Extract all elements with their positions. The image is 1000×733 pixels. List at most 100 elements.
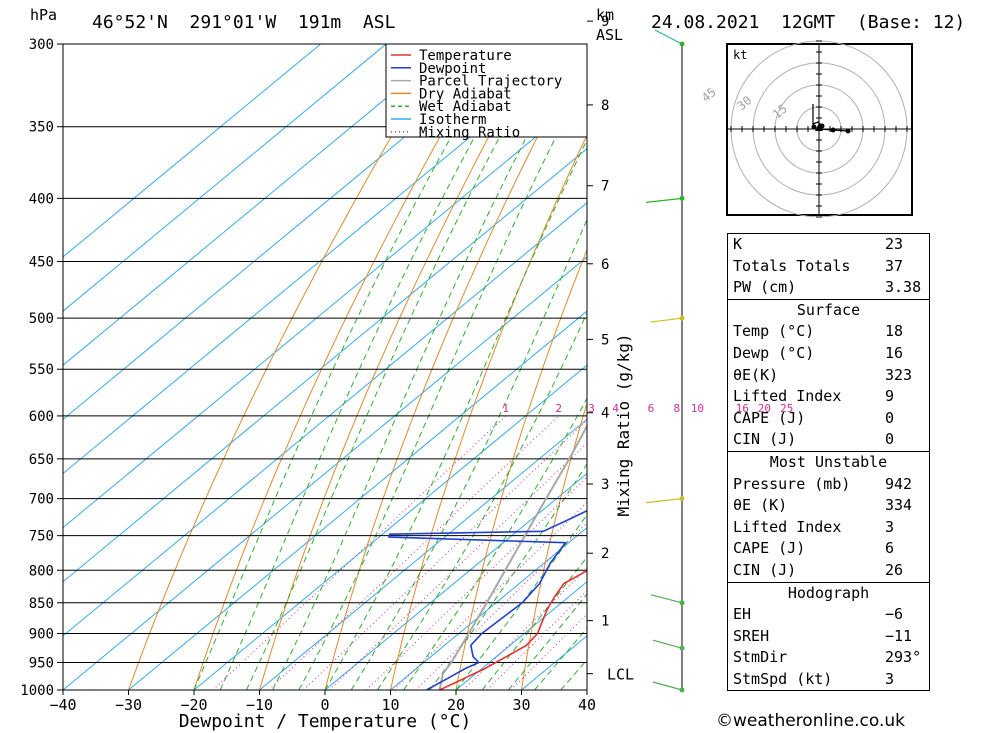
index-value: 16 — [885, 343, 904, 362]
index-value: 26 — [885, 560, 904, 579]
height-tick-label: 9 — [601, 14, 609, 30]
height-tick-label: 8 — [601, 98, 609, 114]
mixing-ratio-line — [212, 415, 506, 690]
general-indices: K 23 Totals Totals 37 PW (cm) 3.38 — [728, 234, 929, 299]
height-tick-label: 7 — [601, 179, 609, 195]
mixing-ratio-line — [486, 590, 587, 690]
legend-box — [385, 43, 588, 138]
legend-label: Wet Adiabat — [419, 99, 512, 115]
index-row: K 23 — [728, 234, 929, 256]
pressure-tick-label: 800 — [29, 563, 54, 579]
mixing-ratio-line — [415, 522, 587, 690]
index-label: CAPE (J) — [733, 408, 806, 427]
surface-title: Surface — [796, 300, 861, 319]
mixing-ratio-axis-title: Mixing Ratio (g/kg) — [614, 333, 633, 516]
index-value: −6 — [885, 605, 904, 624]
isotherm-line — [63, 44, 518, 420]
lcl-label: LCL — [607, 666, 634, 684]
isotherm-line — [63, 44, 321, 258]
isotherm-line — [259, 418, 587, 690]
index-row: CIN (J) 0 — [728, 429, 929, 451]
temperature-tick-label: 20 — [447, 696, 465, 714]
temperature-tick-label: 30 — [512, 696, 530, 714]
isotherm-line — [390, 526, 587, 690]
temperature-tick-label: −30 — [115, 696, 142, 714]
index-label: Lifted Index — [733, 517, 842, 536]
legend-label: Parcel Trajectory — [419, 74, 562, 90]
temperature-line — [439, 569, 587, 690]
index-value: 3 — [885, 517, 895, 536]
wet-adiabat-line — [245, 44, 551, 690]
pressure-tick-label: 600 — [29, 409, 54, 425]
index-label: Lifted Index — [733, 387, 842, 406]
isotherm-line — [63, 44, 583, 475]
index-label: StmSpd (kt) — [733, 669, 833, 688]
wind-barb — [652, 639, 683, 649]
index-row: PW (cm) 3.38 — [728, 277, 929, 299]
index-value: 334 — [885, 496, 913, 515]
index-value: 3 — [885, 669, 895, 688]
index-row: Temp (°C) 18 — [728, 321, 929, 343]
parcel-trajectory-line — [438, 423, 587, 690]
mixing-ratio-label: 16 — [736, 402, 749, 415]
pressure-tick-label: 350 — [29, 120, 54, 136]
copyright-footer[interactable]: ©weatheronline.co.uk — [716, 711, 906, 731]
height-tick-label: 4 — [601, 406, 609, 422]
index-label: CAPE (J) — [733, 539, 806, 558]
index-row: θE (K) 334 — [728, 495, 929, 517]
legend-label: Mixing Ratio — [419, 125, 520, 141]
index-value: 323 — [885, 365, 913, 384]
temperature-tick-label: −40 — [49, 696, 76, 714]
legend-label: Temperature — [419, 48, 512, 64]
isotherm-line — [63, 44, 387, 312]
index-row: Totals Totals 37 — [728, 256, 929, 278]
index-label: Temp (°C) — [733, 322, 815, 341]
mixing-ratio-line — [268, 415, 560, 690]
legend-label: Dewpoint — [419, 61, 486, 77]
index-label: Totals Totals — [733, 256, 851, 275]
dry-adiabat-line — [324, 44, 586, 690]
mixing-ratio-line — [463, 567, 587, 690]
axes: 1 2 3 4 6 8 10 16 20 2530035040045050055060065070… — [20, 14, 793, 714]
surface-section: Surface Temp (°C) 18 Dewp (°C) 16 θE(K) 323 Li… — [728, 298, 929, 451]
x-axis-title: Dewpoint / Temperature (°C) — [179, 711, 472, 732]
height-tick-label: 1 — [601, 614, 609, 630]
wind-barb — [645, 197, 683, 203]
wind-barb — [654, 29, 683, 45]
pressure-tick-label: 1000 — [20, 683, 54, 699]
temperature-tick-label: −20 — [180, 696, 207, 714]
pressure-tick-label: 900 — [29, 626, 54, 642]
pressure-tick-label: 850 — [29, 596, 54, 612]
index-label: CIN (J) — [733, 430, 797, 449]
pressure-unit-label: hPa — [30, 6, 57, 24]
height-tick-label: 3 — [601, 477, 609, 493]
most-unstable-title: Most Unstable — [769, 452, 888, 471]
wind-barb — [652, 681, 683, 691]
index-value: 0 — [885, 408, 895, 427]
index-value: 6 — [885, 539, 895, 558]
legend-label: Dry Adiabat — [419, 86, 512, 102]
index-label: Pressure (mb) — [733, 474, 851, 493]
wet-adiabat-line — [193, 44, 505, 690]
pressure-tick-label: 750 — [29, 529, 54, 545]
index-value: 37 — [885, 256, 904, 275]
wet-adiabat-line — [324, 138, 587, 690]
hodograph-point — [830, 127, 836, 133]
index-value: 293° — [885, 648, 922, 667]
mixing-ratio-label: 4 — [612, 402, 619, 415]
index-row: Pressure (mb) 942 — [728, 474, 929, 496]
mixing-ratio-line — [393, 501, 587, 690]
height-unit-sub-label: ASL — [596, 26, 623, 44]
index-row: Lifted Index 9 — [728, 386, 929, 408]
index-label: CIN (J) — [733, 560, 797, 579]
mixing-ratio-label: 2 — [555, 402, 562, 415]
legend-label: Isotherm — [419, 112, 486, 128]
pressure-tick-label: 950 — [29, 655, 54, 671]
index-value: 942 — [885, 474, 913, 493]
storm-motion-marker — [815, 123, 823, 131]
dewpoint-line — [388, 509, 587, 690]
index-row: SREH −11 — [728, 626, 929, 648]
wet-adiabat-line — [455, 513, 587, 690]
wind-barb — [650, 317, 683, 323]
